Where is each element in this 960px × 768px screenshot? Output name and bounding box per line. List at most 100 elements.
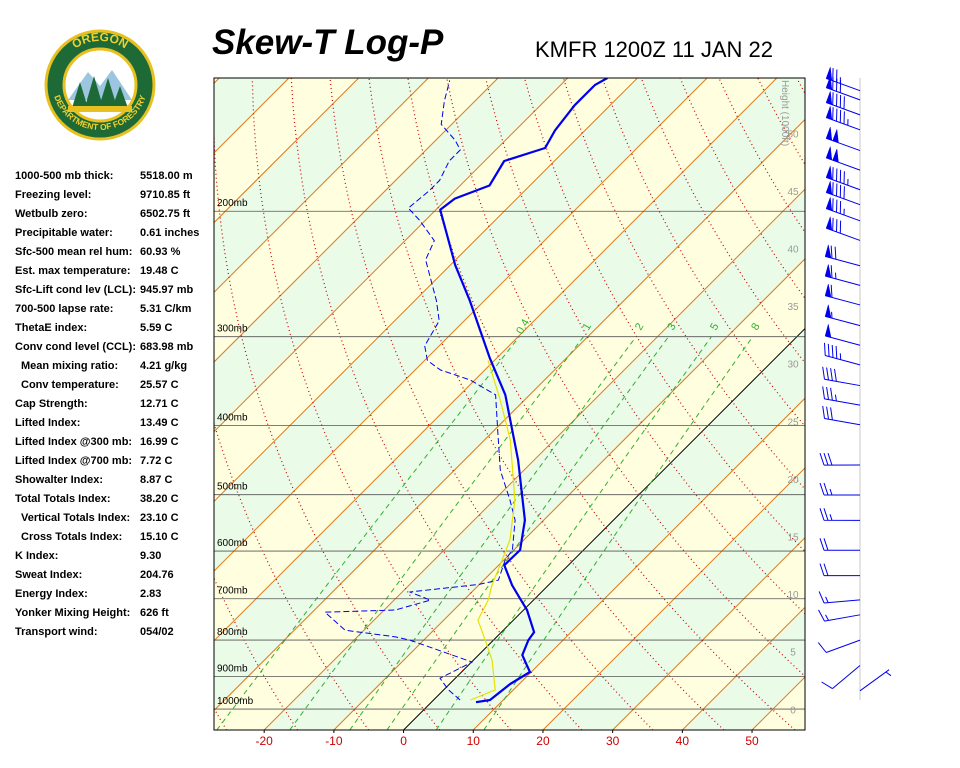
profile-line (470, 360, 516, 701)
x-tick-label: 30 (606, 734, 620, 748)
y2-tick-label: 5 (790, 648, 796, 659)
mixing-ratio-line (435, 336, 712, 730)
isotherm (214, 78, 569, 433)
barb-staff (818, 591, 861, 604)
wind-barbs (817, 67, 892, 692)
mixing-ratio-label: 2 (633, 321, 646, 332)
stat-value: 23.10 C (140, 512, 179, 524)
wind-barb (819, 482, 861, 496)
barb-flag (825, 216, 833, 231)
stat-value: 204.76 (140, 569, 174, 581)
stat-value: 13.49 C (140, 417, 179, 429)
isotherm (214, 78, 499, 363)
wind-barb (824, 283, 861, 306)
stat-label: 1000-500 mb thick: (15, 170, 113, 182)
y-tick-label: 500mb (217, 482, 248, 493)
y2-tick-label: 40 (787, 244, 799, 255)
barb-staff (817, 639, 861, 653)
stat-value: 25.57 C (140, 379, 179, 391)
y2-tick-label: 10 (787, 590, 799, 601)
barb-staff (818, 609, 861, 622)
stat-value: 626 ft (140, 607, 169, 619)
isotherm (214, 78, 778, 642)
stat-label: Freezing level: (15, 189, 91, 201)
barb-flag (825, 67, 833, 81)
wind-barb (859, 669, 892, 692)
y2-tick-label: 50 (787, 129, 799, 140)
stat-label: Precipitable water: (15, 227, 113, 239)
wind-barb (824, 324, 861, 346)
logo-top-text: OREGON (70, 30, 131, 51)
x-tick-label: 50 (745, 734, 759, 748)
stat-label: 700-500 lapse rate: (15, 303, 113, 315)
stat-value: 38.20 C (140, 493, 179, 505)
wind-barb (819, 563, 861, 577)
stat-label: Lifted Index @300 mb: (15, 436, 132, 448)
barb-staff (819, 508, 861, 521)
chart-title: Skew-T Log-P (212, 23, 444, 62)
barb-flag (824, 304, 832, 319)
stat-label: Transport wind: (15, 626, 98, 638)
temperature-band (214, 78, 805, 711)
stat-label: Conv cond level (CCL): (15, 341, 136, 353)
stat-label: ThetaE index: (15, 322, 87, 334)
isotherm (214, 118, 805, 712)
mixing-ratio-line (216, 336, 520, 730)
wind-barb (825, 126, 861, 152)
stat-value: 12.71 C (140, 398, 179, 410)
stat-value: 5.31 C/km (140, 303, 192, 315)
x-tick-label: -20 (256, 734, 274, 748)
mixing-ratio-line (386, 336, 670, 730)
wind-barb (822, 366, 861, 387)
y-tick-label: 900mb (217, 663, 248, 674)
logo-top-path: OREGON (70, 30, 131, 51)
stat-label: K Index: (15, 550, 58, 562)
dry-adiabat (796, 78, 805, 95)
plot-frame (213, 77, 806, 731)
barb-staff (826, 198, 861, 222)
wind-barb (819, 538, 861, 551)
wind-barb (825, 91, 861, 116)
stat-label: Energy Index: (15, 588, 88, 600)
mixing-ratio-line (349, 336, 637, 730)
barb-staff (819, 482, 861, 496)
x-tick-label: 10 (467, 734, 481, 748)
chart-subtitle: KMFR 1200Z 11 JAN 22 (535, 37, 773, 62)
wind-barb (825, 197, 861, 222)
stat-label: Total Totals Index: (15, 493, 111, 505)
barb-flag (825, 181, 833, 195)
barb-flag (825, 106, 833, 120)
stat-value: 054/02 (140, 626, 174, 638)
stat-label: Vertical Totals Index: (21, 512, 130, 524)
barb-staff (859, 669, 892, 692)
barb-staff (822, 405, 861, 426)
barb-staff (819, 452, 861, 466)
barb-staff (822, 386, 861, 406)
stat-value: 6502.75 ft (140, 208, 190, 220)
profile-line (439, 78, 608, 704)
wind-barb (825, 146, 861, 171)
wind-barb (822, 405, 861, 426)
stat-value: 5518.00 m (140, 170, 193, 182)
profiles (324, 78, 608, 704)
isotherm (542, 467, 805, 730)
isotherm (612, 536, 805, 730)
isotherm (403, 327, 805, 730)
stat-label: Wetbulb zero: (15, 208, 88, 220)
profile-line (324, 80, 516, 701)
isotherm (822, 78, 960, 730)
wind-barb (825, 106, 861, 131)
y2-tick-label: 30 (787, 360, 799, 371)
barb-staff (826, 92, 861, 116)
wind-barb (822, 386, 861, 406)
barb-staff (819, 538, 861, 551)
wind-barb (824, 264, 861, 286)
wind-barb (819, 452, 861, 466)
wind-barb (824, 244, 861, 267)
barb-staff (826, 217, 861, 241)
barb-flag (825, 166, 833, 180)
barb-flag (824, 324, 832, 338)
y2-tick-label: 20 (787, 475, 799, 486)
wind-barb (821, 665, 861, 690)
